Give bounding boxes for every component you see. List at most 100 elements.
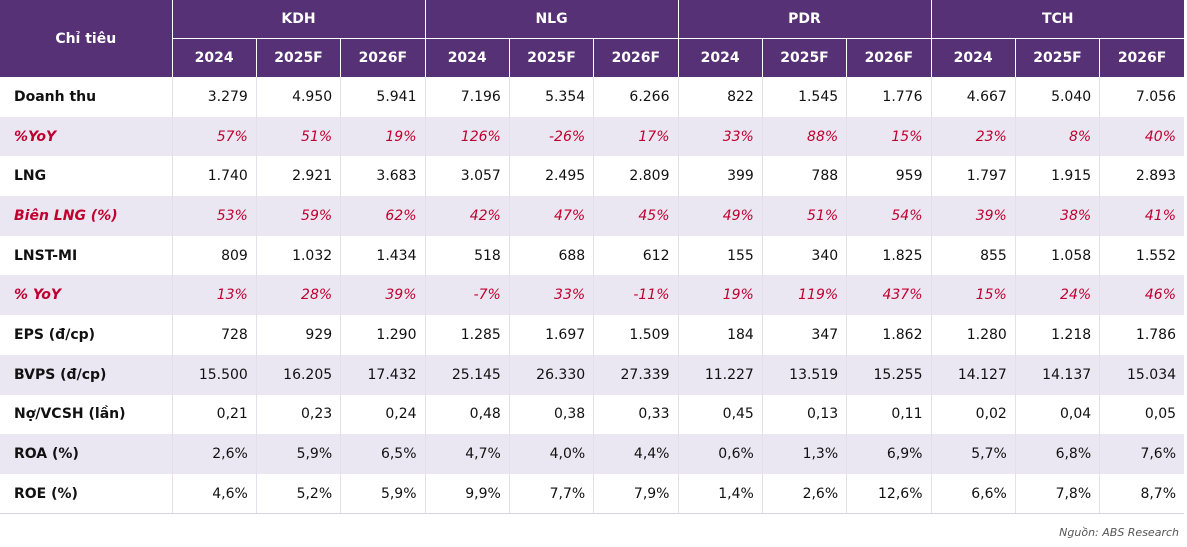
table-cell: 1,3%	[762, 434, 848, 474]
header-group-kdh: KDH	[172, 0, 426, 39]
table-cell: 855	[931, 235, 1016, 276]
table-cell: 4.950	[256, 77, 342, 117]
table-cell: 0,38	[509, 394, 595, 435]
table-cell: 0,04	[1015, 394, 1101, 435]
row-label: Doanh thu	[0, 77, 173, 117]
table-cell: 0,33	[593, 394, 679, 435]
table-cell: 1.434	[340, 235, 426, 276]
table-cell: 4.667	[931, 77, 1016, 117]
table-cell: 19%	[340, 116, 426, 157]
table-cell: 399	[678, 156, 763, 197]
table-cell: 126%	[425, 116, 510, 157]
table-cell: 2.921	[256, 156, 342, 197]
table-cell: 5.354	[509, 77, 595, 117]
table-cell: 15.034	[1099, 354, 1185, 395]
table-cell: 1.032	[256, 235, 342, 276]
table-cell: 437%	[846, 275, 932, 316]
row-label: LNG	[0, 156, 173, 197]
table-cell: 46%	[1099, 275, 1185, 316]
table-cell: 14.127	[931, 354, 1016, 395]
header-year: 2025F	[762, 38, 848, 77]
header-year: 2024	[931, 38, 1016, 77]
table-cell: 0,6%	[678, 434, 763, 474]
table-body: Doanh thu 3.279 4.950 5.941 7.196 5.354 6.266 8…	[0, 77, 1185, 514]
table-cell: 1.797	[931, 156, 1016, 197]
table-cell: 1.915	[1015, 156, 1101, 197]
table-cell: 57%	[172, 116, 257, 157]
table-cell: 1.552	[1135, 247, 1177, 264]
table-cell: 11.227	[678, 354, 763, 395]
table-cell: 8,7%	[1140, 485, 1177, 502]
header-indicator-label: Chỉ tiêu	[0, 0, 173, 77]
table-cell: 33%	[509, 275, 595, 316]
table-cell: 0,45	[678, 394, 763, 435]
table-cell: 6,8%	[1015, 434, 1101, 474]
source-note: Nguồn: ABS Research	[1059, 526, 1179, 539]
table-cell: 49%	[678, 196, 763, 236]
table-cell: 3.683	[340, 156, 426, 197]
table-cell: 40%	[1099, 116, 1185, 157]
table-cell: 0,11	[846, 394, 932, 435]
table-row: LNG 1.740 2.921 3.683 3.057 2.495 2.809 399 788 9…	[0, 156, 1184, 197]
table-row: % YoY 13% 28% 39% -7% 33% -11% 19% 119% 437% 15% 24…	[0, 275, 1185, 316]
table-cell: 340	[762, 235, 848, 276]
table-cell: 19%	[678, 275, 763, 316]
table-cell: 59%	[256, 196, 342, 236]
table-cell: 15%	[931, 275, 1016, 316]
table-row: EPS (đ/cp) 728 929 1.290 1.285 1.697 1.509 184 3…	[0, 315, 1184, 355]
table-cell: 5,7%	[931, 434, 1016, 474]
table-cell: 1.545	[762, 77, 848, 117]
row-label: LNST-MI	[0, 235, 173, 276]
table-row: Nợ/VCSH (lần) 0,21 0,23 0,24 0,48 0,38 0,33 0,4…	[0, 394, 1184, 435]
table-cell: 53%	[172, 196, 257, 236]
table-cell: 0,02	[931, 394, 1016, 435]
table-cell: 0,24	[340, 394, 426, 435]
row-label: Nợ/VCSH (lần)	[0, 394, 173, 435]
table-cell: 119%	[762, 275, 848, 316]
table-cell: 12,6%	[846, 473, 932, 514]
header-year: 2024	[172, 38, 257, 77]
table-cell: 6.266	[593, 77, 679, 117]
table-cell: 13.519	[762, 354, 848, 395]
table-cell: 5,2%	[256, 473, 342, 514]
table-cell: 13%	[172, 275, 257, 316]
table-cell: 4,7%	[425, 434, 510, 474]
table-cell: 88%	[762, 116, 848, 157]
table-cell: -7%	[425, 275, 510, 316]
row-label: EPS (đ/cp)	[0, 315, 173, 355]
table-cell: 7,6%	[1099, 434, 1185, 474]
table-cell: 1.776	[846, 77, 932, 117]
header-group-nlg: NLG	[425, 0, 679, 39]
table-cell: 7,7%	[509, 473, 595, 514]
table-cell: -26%	[509, 116, 595, 157]
table-cell: 62%	[340, 196, 426, 236]
table-cell: 1.862	[846, 315, 932, 355]
table-cell: 6,9%	[846, 434, 932, 474]
table-row: Doanh thu 3.279 4.950 5.941 7.196 5.354 6.266 8…	[0, 77, 1184, 117]
row-label: %YoY	[0, 116, 173, 157]
table-cell: 612	[593, 235, 679, 276]
table-cell: 1.509	[593, 315, 679, 355]
table-cell: 7,9%	[593, 473, 679, 514]
table-cell: 9,9%	[425, 473, 510, 514]
table-cell: 7.056	[1135, 88, 1177, 105]
table-cell: 184	[678, 315, 763, 355]
row-label: ROA (%)	[0, 434, 173, 474]
table-cell: 51%	[256, 116, 342, 157]
table-cell: 1.697	[509, 315, 595, 355]
table-cell: 27.339	[593, 354, 679, 395]
table-cell: 1.786	[1135, 326, 1177, 343]
header-group-pdr: PDR	[678, 0, 932, 39]
table-cell: 6,6%	[931, 473, 1016, 514]
header-year: 2025F	[256, 38, 342, 77]
header-year: 2024	[425, 38, 510, 77]
row-label: % YoY	[0, 275, 173, 316]
header-year: 2026F	[1099, 38, 1185, 77]
table-row: ROE (%) 4,6% 5,2% 5,9% 9,9% 7,7% 7,9% 1,4% 2,6% 1…	[0, 473, 1184, 514]
table-cell: 4,6%	[172, 473, 257, 514]
table-bottom-divider	[0, 513, 1184, 514]
table-cell: 4,4%	[593, 434, 679, 474]
table-header: Chỉ tiêu KDH NLG PDR TCH 2024 2025F 2026…	[0, 0, 1185, 77]
header-year: 2026F	[593, 38, 679, 77]
table-cell: 788	[762, 156, 848, 197]
